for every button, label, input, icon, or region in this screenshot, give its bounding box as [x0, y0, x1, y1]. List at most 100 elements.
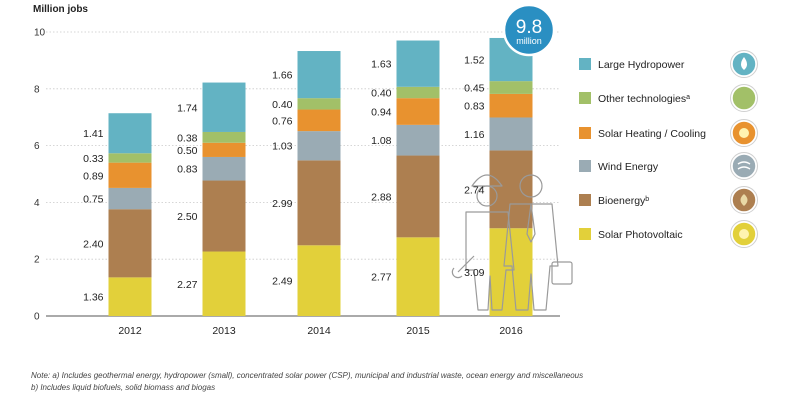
x-ticks: 2012 2013 2014 2015 2016	[118, 325, 523, 337]
bar-segment	[396, 40, 440, 87]
data-label: 1.36	[83, 292, 104, 304]
legend-swatch	[579, 160, 591, 172]
workers-illustration	[451, 174, 573, 311]
bar-segment	[489, 93, 533, 118]
leaf-drop-icon	[730, 186, 758, 214]
data-label: 2.27	[177, 279, 198, 291]
footnote-b: b) Includes liquid biofuels, solid bioma…	[31, 383, 216, 392]
legend-label: Other technologiesa	[598, 93, 690, 105]
footnote-a: Note: a) Includes geothermal energy, hyd…	[31, 371, 584, 380]
body-shape	[503, 203, 559, 311]
data-label: 3.09	[464, 267, 485, 279]
leaf-glyph	[740, 194, 748, 206]
bar-segment	[202, 142, 246, 157]
badge-circle	[502, 3, 556, 57]
legend-label: Wind Energy	[598, 161, 659, 173]
x-tick-label: 2014	[307, 325, 331, 337]
wind-glyph	[737, 161, 751, 170]
worker-hardhat-icon	[451, 174, 515, 311]
legend-superscript: a	[686, 94, 690, 101]
legend-label: Solar Heating / Cooling	[598, 128, 706, 140]
legend-superscript: b	[645, 196, 649, 203]
sun-glyph	[739, 229, 749, 239]
legend-swatch	[579, 127, 591, 139]
briefcase-shape	[551, 261, 573, 285]
badge-unit: million	[516, 36, 542, 46]
data-label: 0.94	[371, 107, 392, 119]
bar-segment	[297, 51, 341, 99]
bar-segment	[297, 245, 341, 316]
data-label: 2.49	[272, 276, 293, 288]
bar-segment	[108, 113, 152, 154]
data-label: 0.50	[177, 145, 198, 157]
legend-item: Solar Heating / Cooling	[579, 119, 758, 147]
tie-shape	[526, 203, 536, 243]
bar-segment	[297, 98, 341, 110]
legend-swatch	[579, 58, 591, 70]
legend-item: Other technologiesa	[579, 84, 758, 112]
icon-ring	[730, 84, 758, 112]
data-label: 1.52	[464, 55, 485, 67]
data-label: 2.50	[177, 211, 198, 223]
bar-segment	[396, 124, 440, 156]
data-label: 2.74	[464, 184, 485, 196]
data-label: 1.08	[371, 135, 392, 147]
bar-segment	[489, 150, 533, 229]
bar-segment	[396, 98, 440, 125]
data-label: 2.99	[272, 198, 293, 210]
legend-item: Bioenergyb	[579, 186, 758, 214]
icon-circle	[731, 153, 757, 179]
legend-item: Large Hydropower	[579, 50, 758, 78]
bar-segment	[108, 187, 152, 210]
data-label: 2.88	[371, 191, 392, 203]
legend-label: Bioenergyb	[598, 195, 649, 207]
data-label: 0.89	[83, 170, 104, 182]
x-tick-label: 2012	[118, 325, 142, 337]
data-label: 1.74	[177, 102, 198, 114]
legend-item: Wind Energy	[579, 152, 758, 180]
bar-segment	[202, 251, 246, 316]
data-label: 0.83	[177, 164, 198, 176]
icon-circle	[731, 85, 757, 111]
body-shape	[465, 211, 515, 311]
wind-icon	[730, 152, 758, 180]
y-axis-label: Million jobs	[33, 4, 88, 15]
bar-segment	[108, 153, 152, 163]
head-shape	[519, 174, 543, 198]
data-label: 1.16	[464, 129, 485, 141]
data-label: 1.03	[272, 141, 293, 153]
bar-segment	[202, 131, 246, 143]
bar-segment	[297, 160, 341, 246]
legend-swatch	[579, 228, 591, 240]
x-tick-label: 2016	[499, 325, 523, 337]
sun-icon	[730, 220, 758, 248]
data-label: 0.33	[83, 153, 104, 165]
y-tick-label: 4	[34, 198, 40, 209]
data-label: 0.40	[371, 87, 392, 99]
legend-swatch	[579, 92, 591, 104]
bar-segment	[202, 82, 246, 132]
bar-segment	[396, 237, 440, 316]
bar-segment	[396, 86, 440, 99]
bar-segment	[396, 155, 440, 238]
data-label: 0.76	[272, 115, 293, 127]
sun-glyph	[739, 128, 749, 138]
y-tick-label: 8	[34, 84, 40, 95]
data-label: 0.38	[177, 132, 198, 144]
y-tick-label: 6	[34, 141, 40, 152]
data-label: 1.66	[272, 70, 293, 82]
y-tick-label: 10	[34, 28, 46, 39]
data-label: 0.83	[464, 101, 485, 113]
sun-heat-icon	[730, 119, 758, 147]
x-tick-label: 2015	[406, 325, 430, 337]
globe-icon	[730, 84, 758, 112]
wrench-shape	[451, 255, 475, 279]
worker-suit-icon	[503, 174, 573, 311]
y-tick-label: 0	[34, 312, 40, 323]
bar-segment	[297, 109, 341, 132]
hardhat-shape	[471, 174, 503, 187]
icon-ring	[730, 50, 758, 78]
data-labels: 1.36 2.40 0.75 0.89 0.33 1.41 2.27 2.50 0.83 0.50…	[83, 55, 485, 304]
icon-ring	[730, 152, 758, 180]
